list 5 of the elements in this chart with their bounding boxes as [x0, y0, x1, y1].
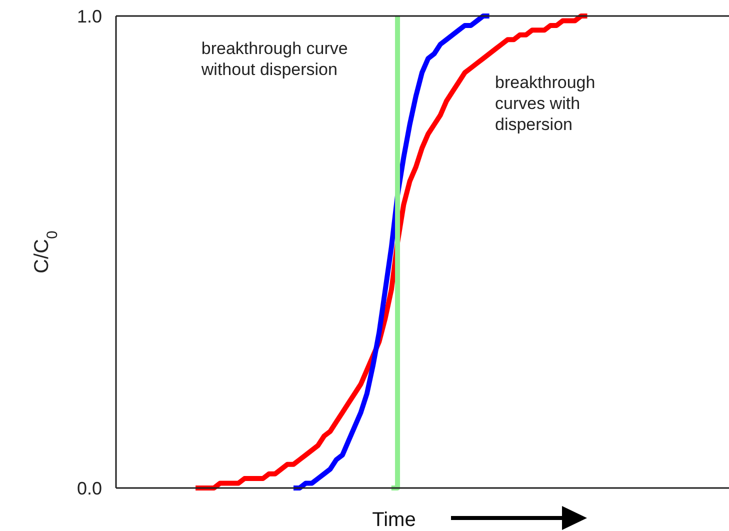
y-tick-label: 0.0 [76, 478, 102, 498]
annotation: breakthrough curves with dispersion [495, 73, 596, 134]
x-axis-title: Time [372, 509, 416, 531]
text: breakthrough curve without dispersion [200, 39, 348, 79]
y-tick-label: 1.0 [76, 6, 102, 26]
